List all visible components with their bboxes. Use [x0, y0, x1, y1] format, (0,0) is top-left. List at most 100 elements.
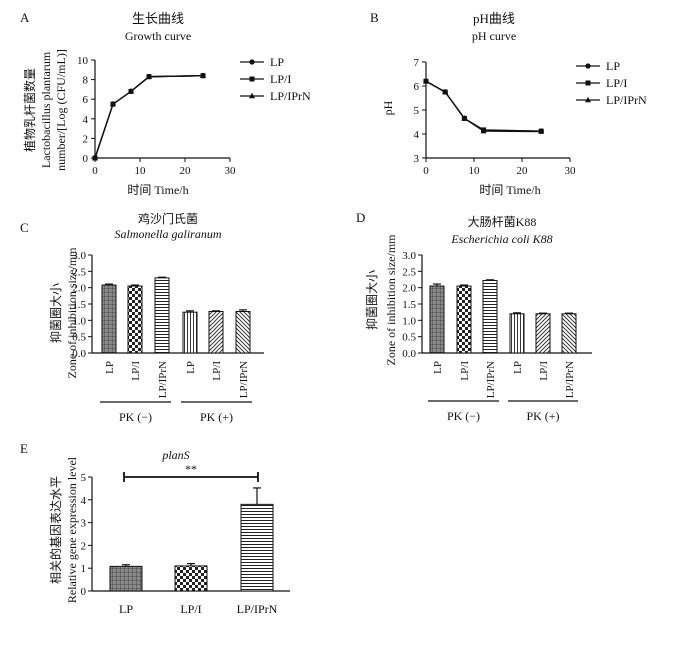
panel-e-x-tick-label: LP/IPrN: [237, 602, 278, 616]
panel-c-y-tick-label: 2.5: [72, 266, 86, 278]
panel-c-bar-1: [101, 284, 117, 354]
panel-a-x-tick-label: 0: [92, 165, 98, 177]
panel-a-x-tick-label: 20: [180, 165, 192, 177]
panel-a-point-triangle: [146, 73, 152, 79]
panel-a-growth-curve: 生长曲线 Growth curve 时间 Time/h 植物乳杆菌数量 Lact…: [22, 11, 311, 197]
panel-c-x-tick-label: LP: [185, 361, 197, 374]
panel-b-title: pH曲线: [473, 11, 515, 26]
panel-letter-b: B: [370, 10, 379, 25]
panel-c-subtitle: Salmonella galiranum: [115, 227, 222, 241]
panel-a-point-triangle: [92, 154, 98, 161]
panel-b-subtitle: pH curve: [472, 29, 516, 43]
panel-c-x-tick-label: LP/I: [130, 361, 142, 381]
panel-c-y-tick-label: 2.0: [72, 283, 86, 295]
panel-b-legend-label: LP: [606, 59, 620, 73]
panel-b-series-line-1: [425, 80, 542, 132]
panel-b-legend-label: LP/I: [606, 76, 627, 90]
panel-b-legend-marker-circle: [585, 63, 591, 69]
panel-a-y-tick-label: 2: [83, 133, 89, 145]
panel-c-y-tick-label: 1.0: [72, 315, 86, 327]
panel-a-legend-marker-circle: [249, 59, 255, 65]
panel-e-title: planS: [161, 448, 189, 462]
panel-e-significance-marker: **: [185, 462, 197, 476]
panel-a-ylabel-2: Lactobacillus plantarum: [39, 51, 53, 168]
panel-e-y-tick-label: 0: [81, 586, 87, 598]
panel-b-x-tick-label: 20: [517, 165, 529, 177]
panel-a-legend-marker-square: [249, 76, 255, 82]
panel-d-group-label-2: PK (+): [526, 409, 559, 423]
panel-d-y-tick-label: 0.0: [402, 348, 416, 360]
panel-a-ylabel-1: 植物乳杆菌数量: [22, 68, 37, 152]
panel-d-ecoli: 大肠杆菌K88 Escherichia coli K88 抑菌圈大小 Zone …: [364, 215, 592, 423]
panel-d-y-tick-label: 2.5: [402, 266, 416, 278]
panel-c-bar-6: [235, 311, 251, 354]
panel-a-series-line-1: [94, 75, 204, 159]
panel-e-ylabel-2: Relative gene expression level: [65, 456, 79, 603]
panel-c-group-label-2: PK (+): [200, 410, 233, 424]
panel-c-x-tick-label: LP: [104, 361, 116, 374]
panel-b-xlabel: 时间 Time/h: [479, 183, 540, 197]
panel-c-y-tick-label: 1.5: [72, 299, 86, 311]
panel-b-point-triangle: [461, 115, 468, 121]
panel-a-title: 生长曲线: [132, 11, 184, 26]
panel-c-bar-4: [182, 311, 198, 354]
panel-d-title: 大肠杆菌K88: [468, 215, 537, 229]
panel-b-y-tick-label: 6: [414, 81, 420, 93]
panel-d-bar-2: [456, 285, 472, 354]
panel-b-y-tick-label: 4: [414, 129, 420, 141]
panel-d-x-tick-label: LP/IPrN: [564, 361, 576, 398]
panel-b-series-line-3: [425, 80, 542, 133]
panel-a-legend-label: LP: [270, 55, 284, 69]
panel-e-plans-expression: planS 相关的基因表达水平 Relative gene expression…: [48, 448, 290, 616]
panel-a-x-tick-label: 10: [135, 165, 147, 177]
panel-b-legend-marker-square: [585, 80, 591, 86]
panel-c-ylabel-1: 抑菌圈大小: [48, 283, 63, 343]
panel-a-y-tick-label: 0: [83, 153, 89, 165]
panel-c-bar-2: [127, 285, 143, 354]
panel-d-bar-1: [429, 285, 445, 354]
panel-b-point-triangle: [538, 128, 545, 134]
panel-d-x-tick-label: LP: [432, 361, 444, 374]
panel-c-bar-5: [208, 311, 224, 354]
panel-c-ylabel-2: Zone of inhibition size/mm: [65, 247, 79, 379]
panel-c-y-tick-label: 0.0: [72, 348, 86, 360]
panel-letter-d: D: [356, 210, 365, 225]
panel-b-legend-label: LP/IPrN: [606, 93, 647, 107]
panel-a-point-triangle: [110, 100, 116, 107]
panel-e-y-tick-label: 2: [81, 540, 87, 552]
panel-b-y-tick-label: 5: [414, 105, 420, 117]
panel-d-y-tick-label: 1.5: [402, 299, 416, 311]
panel-d-x-tick-label: LP/I: [538, 361, 550, 381]
panel-a-ylabel-3: number/[Log (CFU/mL)]: [54, 49, 68, 171]
panel-a-series-line-3: [94, 75, 204, 159]
panel-a-x-tick-label: 30: [225, 165, 237, 177]
panel-d-y-tick-label: 0.5: [402, 332, 416, 344]
panel-a-point-triangle: [200, 72, 206, 78]
panel-b-x-tick-label: 0: [423, 165, 429, 177]
panel-e-bar-3: [240, 503, 274, 592]
panel-a-series-line-2: [94, 75, 204, 159]
panel-b-series-line-2: [425, 80, 542, 132]
panel-d-ylabel-1: 抑菌圈大小: [364, 270, 379, 330]
panel-d-bar-6: [561, 313, 577, 354]
panel-a-legend-marker-triangle: [249, 92, 255, 99]
panel-b-y-tick-label: 7: [414, 57, 420, 69]
panel-b-x-tick-label: 10: [469, 165, 481, 177]
panel-d-y-tick-label: 3.0: [402, 250, 416, 262]
panel-a-legend-label: LP/I: [270, 72, 291, 86]
panel-c-y-tick-label: 0.5: [72, 332, 86, 344]
panel-b-point-triangle: [480, 127, 487, 134]
panel-d-group-label-1: PK (−): [447, 409, 480, 423]
panel-e-y-tick-label: 3: [81, 518, 87, 530]
panel-c-y-tick-label: 3.0: [72, 250, 86, 262]
panel-b-point-triangle: [423, 78, 429, 84]
panel-c-x-tick-label: LP/I: [211, 361, 223, 381]
panel-d-ylabel-2: Zone of inhibition size/mm: [384, 234, 398, 366]
panel-d-x-tick-label: LP/I: [459, 361, 471, 381]
panel-e-bar-2: [174, 565, 208, 592]
panel-a-point-triangle: [128, 88, 134, 94]
panel-e-y-tick-label: 1: [81, 563, 87, 575]
panel-e-y-tick-label: 5: [81, 472, 87, 484]
panel-letter-a: A: [20, 10, 30, 25]
panel-c-group-label-1: PK (−): [119, 410, 152, 424]
